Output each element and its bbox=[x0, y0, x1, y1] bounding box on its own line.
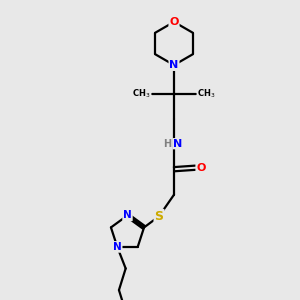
Text: H: H bbox=[163, 139, 172, 149]
Text: O: O bbox=[169, 17, 179, 27]
Text: S: S bbox=[154, 210, 164, 223]
Text: N: N bbox=[113, 242, 122, 252]
Text: N: N bbox=[123, 210, 132, 220]
Text: CH$_3$: CH$_3$ bbox=[132, 87, 151, 100]
Text: N: N bbox=[169, 60, 178, 70]
Text: O: O bbox=[196, 163, 206, 173]
Text: CH$_3$: CH$_3$ bbox=[197, 87, 216, 100]
Text: N: N bbox=[173, 139, 182, 149]
